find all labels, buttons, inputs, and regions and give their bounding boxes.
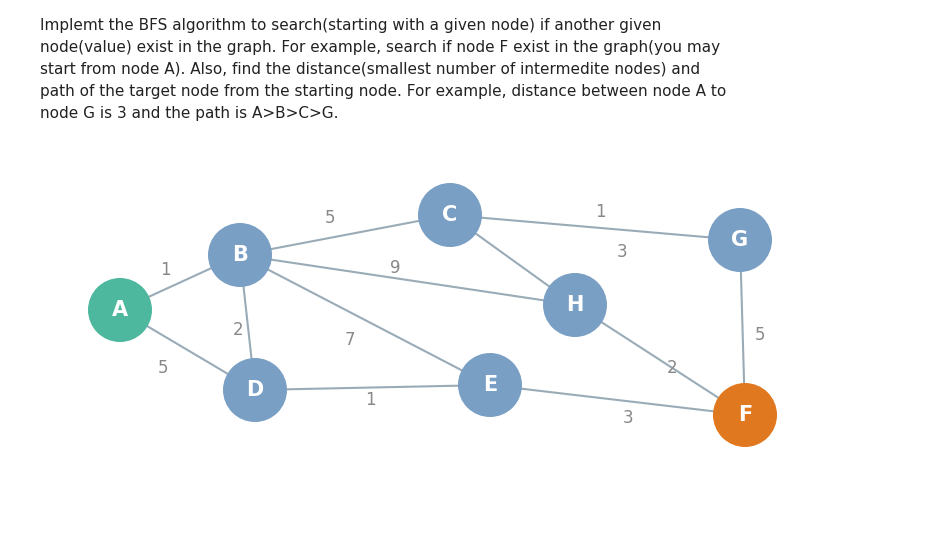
Circle shape	[543, 273, 607, 337]
Text: 9: 9	[390, 259, 400, 277]
Text: 2: 2	[233, 321, 243, 339]
Text: 1: 1	[364, 391, 376, 409]
Text: 2: 2	[666, 359, 678, 377]
Text: F: F	[738, 405, 752, 425]
Text: 5: 5	[158, 359, 169, 377]
Text: node(value) exist in the graph. For example, search if node F exist in the graph: node(value) exist in the graph. For exam…	[40, 40, 720, 55]
Text: A: A	[112, 300, 128, 320]
Text: H: H	[567, 295, 583, 315]
Circle shape	[713, 383, 777, 447]
Circle shape	[418, 183, 482, 247]
Text: G: G	[732, 230, 748, 250]
Circle shape	[458, 353, 522, 417]
Text: E: E	[483, 375, 497, 395]
Circle shape	[208, 223, 272, 287]
Text: 7: 7	[345, 331, 355, 349]
Text: D: D	[246, 380, 264, 400]
Circle shape	[223, 358, 287, 422]
Circle shape	[708, 208, 772, 272]
Text: 1: 1	[595, 203, 605, 221]
Text: B: B	[232, 245, 248, 265]
Text: path of the target node from the starting node. For example, distance between no: path of the target node from the startin…	[40, 84, 726, 99]
Text: Implemt the BFS algorithm to search(starting with a given node) if another given: Implemt the BFS algorithm to search(star…	[40, 18, 661, 33]
Text: C: C	[443, 205, 458, 225]
Text: 3: 3	[623, 409, 634, 427]
Text: node G is 3 and the path is A>B>C>G.: node G is 3 and the path is A>B>C>G.	[40, 106, 338, 121]
Text: 5: 5	[755, 326, 765, 344]
Text: 1: 1	[159, 261, 171, 279]
Circle shape	[88, 278, 152, 342]
Text: 3: 3	[617, 243, 627, 261]
Text: start from node A). Also, find the distance(smallest number of intermedite nodes: start from node A). Also, find the dista…	[40, 62, 700, 77]
Text: 5: 5	[324, 209, 336, 227]
